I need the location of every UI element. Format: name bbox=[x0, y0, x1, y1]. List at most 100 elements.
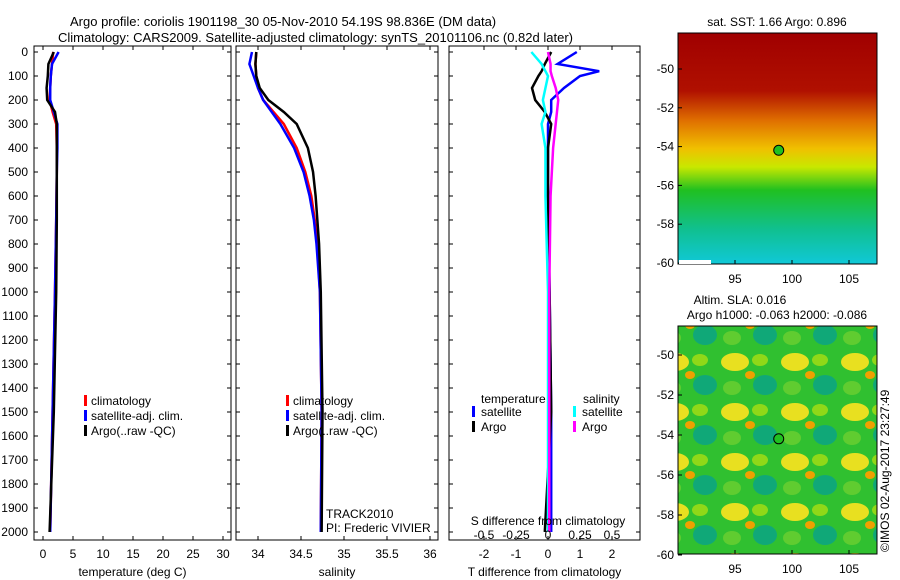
x2-tick-label: 0 bbox=[545, 528, 552, 542]
y-tick-label: -58 bbox=[657, 217, 675, 231]
y-tick-label: 100 bbox=[8, 69, 28, 83]
series-line-climatology bbox=[254, 51, 323, 533]
annotation: PI: Frederic VIVIER bbox=[326, 521, 431, 535]
x-tick-label: 20 bbox=[156, 547, 170, 561]
x-tick-label: 5 bbox=[70, 547, 77, 561]
axes-box bbox=[235, 45, 439, 541]
x2-tick-label: 0.25 bbox=[568, 528, 592, 542]
y-tick-label: -58 bbox=[657, 508, 675, 522]
x-tick-label: 95 bbox=[728, 562, 742, 576]
map-blank bbox=[679, 260, 711, 264]
legend-swatch bbox=[286, 395, 289, 406]
legend-label: satellite bbox=[481, 405, 522, 419]
map-frame bbox=[677, 325, 878, 555]
legend-label: satellite-adj. clim. bbox=[293, 409, 385, 423]
y-tick-label: -50 bbox=[657, 348, 675, 362]
y-tick-label: 2000 bbox=[1, 525, 28, 539]
map-title: Altim. SLA: 0.016 bbox=[694, 293, 787, 307]
y-tick-label: -54 bbox=[657, 140, 675, 154]
figure-title: Argo profile: coriolis 1901198_30 05-Nov… bbox=[70, 14, 497, 29]
y-tick-label: 1700 bbox=[1, 453, 28, 467]
x-tick-label: 35 bbox=[337, 547, 351, 561]
x-tick-label: 0 bbox=[545, 547, 552, 561]
legend-label: Argo(..raw -QC) bbox=[293, 424, 378, 438]
legend-label: satellite-adj. clim. bbox=[91, 409, 183, 423]
legend-label: climatology bbox=[293, 394, 353, 408]
x-tick-label: 95 bbox=[728, 272, 742, 286]
legend-swatch bbox=[286, 425, 289, 436]
y-tick-label: -50 bbox=[657, 62, 675, 76]
credit-text: ©IMOS 02-Aug-2017 23:27:49 bbox=[878, 389, 892, 552]
y-tick-label: -54 bbox=[657, 428, 675, 442]
x-tick-label: 100 bbox=[782, 562, 802, 576]
axes-box bbox=[33, 45, 232, 541]
series-line-argo-raw-qc- bbox=[45, 51, 59, 533]
annotation: TRACK2010 bbox=[326, 507, 394, 521]
legend-swatch bbox=[286, 410, 289, 421]
x-tick-label: 105 bbox=[839, 272, 859, 286]
x-tick-label: -1 bbox=[511, 547, 522, 561]
x-tick-label: 2 bbox=[609, 547, 616, 561]
legend-label: Argo bbox=[582, 420, 608, 434]
map-subtitle: Argo h1000: -0.063 h2000: -0.086 bbox=[687, 308, 867, 322]
x2-tick-label: -0.5 bbox=[474, 528, 495, 542]
x-tick-label: 10 bbox=[96, 547, 110, 561]
y-tick-label: 1000 bbox=[1, 285, 28, 299]
y-tick-label: -56 bbox=[657, 468, 675, 482]
y-tick-label: 1400 bbox=[1, 381, 28, 395]
series-line-satellite-adj-clim- bbox=[248, 51, 323, 533]
y-tick-label: 700 bbox=[8, 213, 28, 227]
x-axis-label: temperature (deg C) bbox=[78, 565, 186, 579]
y-tick-label: 800 bbox=[8, 237, 28, 251]
legend-swatch bbox=[573, 421, 576, 432]
legend-swatch bbox=[573, 406, 576, 417]
legend-swatch bbox=[472, 406, 475, 417]
x-axis-label: T difference from climatology bbox=[468, 565, 622, 579]
legend-swatch bbox=[472, 421, 475, 432]
legend-label: Argo(..raw -QC) bbox=[91, 424, 176, 438]
y-tick-label: -52 bbox=[657, 388, 675, 402]
y-tick-label: 300 bbox=[8, 117, 28, 131]
legend-swatch bbox=[84, 410, 87, 421]
y-tick-label: -52 bbox=[657, 101, 675, 115]
map-frame bbox=[677, 32, 878, 265]
x-tick-label: 105 bbox=[839, 562, 859, 576]
legend-label: satellite bbox=[582, 405, 623, 419]
legend-title: salinity bbox=[583, 392, 620, 406]
legend-label: Argo bbox=[481, 420, 507, 434]
x-tick-label: 30 bbox=[216, 547, 230, 561]
x-tick-label: -2 bbox=[479, 547, 490, 561]
series-line-argo-raw-qc- bbox=[254, 51, 324, 533]
y-tick-label: 0 bbox=[21, 45, 28, 59]
x-tick-label: 100 bbox=[782, 272, 802, 286]
argo-position-marker bbox=[773, 433, 785, 445]
x-tick-label: 1 bbox=[577, 547, 584, 561]
x-tick-label: 15 bbox=[126, 547, 140, 561]
legend-label: climatology bbox=[91, 394, 151, 408]
map-title: sat. SST: 1.66 Argo: 0.896 bbox=[707, 15, 847, 29]
y-tick-label: 1100 bbox=[2, 309, 28, 323]
argo-position-marker bbox=[773, 144, 785, 156]
figure-subtitle: Climatology: CARS2009. Satellite-adjuste… bbox=[58, 30, 573, 45]
y-tick-label: 1300 bbox=[1, 357, 28, 371]
y-tick-label: 400 bbox=[8, 141, 28, 155]
x-tick-label: 35.5 bbox=[375, 547, 399, 561]
x-tick-label: 34 bbox=[251, 547, 265, 561]
legend-title: temperature bbox=[481, 392, 546, 406]
y-tick-label: 500 bbox=[8, 165, 28, 179]
legend-swatch bbox=[84, 425, 87, 436]
y-tick-label: -60 bbox=[657, 256, 675, 270]
y-tick-label: 1200 bbox=[1, 333, 28, 347]
legend-swatch bbox=[84, 395, 87, 406]
y-tick-label: 200 bbox=[8, 93, 28, 107]
y-tick-label: 1600 bbox=[1, 429, 28, 443]
x-axis-label: salinity bbox=[319, 565, 356, 579]
y-tick-label: 600 bbox=[8, 189, 28, 203]
y-tick-label: 1900 bbox=[1, 501, 28, 515]
x-tick-label: 34.5 bbox=[289, 547, 313, 561]
x2-tick-label: 0.5 bbox=[604, 528, 621, 542]
x-tick-label: 25 bbox=[186, 547, 200, 561]
y-tick-label: 900 bbox=[8, 261, 28, 275]
